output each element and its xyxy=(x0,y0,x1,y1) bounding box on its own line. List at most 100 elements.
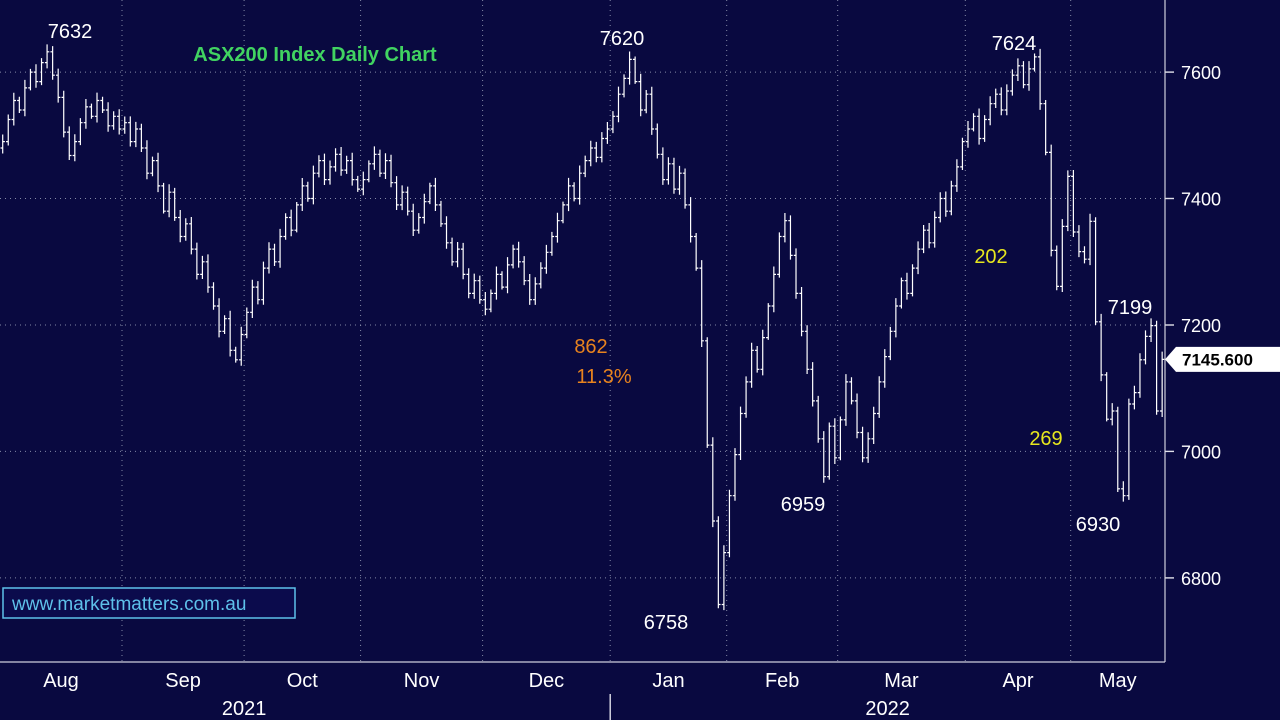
ohlc-bar xyxy=(888,326,893,361)
ohlc-bar xyxy=(372,146,377,170)
ohlc-bar xyxy=(488,289,494,313)
ohlc-bar xyxy=(1015,58,1021,81)
y-axis-label: 7400 xyxy=(1181,190,1221,210)
ohlc-bar xyxy=(28,68,33,91)
ohlc-bar xyxy=(216,298,222,338)
ohlc-bar xyxy=(660,147,666,185)
ohlc-bar xyxy=(1004,84,1010,116)
ohlc-bar xyxy=(899,277,904,309)
ohlc-bar xyxy=(860,426,865,463)
ohlc-bar xyxy=(682,168,688,209)
ohlc-bar xyxy=(499,271,505,290)
ohlc-bar xyxy=(732,448,738,501)
chart-title: ASX200 Index Daily Chart xyxy=(193,44,437,66)
ohlc-bar xyxy=(405,186,410,216)
annotation-label: 7620 xyxy=(600,28,645,50)
ohlc-bar xyxy=(788,215,793,260)
ohlc-bar xyxy=(782,213,788,243)
ohlc-bar xyxy=(178,210,183,243)
x-axis-year-label: 2021 xyxy=(222,698,267,720)
x-axis-month-label: Dec xyxy=(529,670,565,692)
annotation-label: 7199 xyxy=(1108,297,1153,319)
ohlc-bar xyxy=(89,103,94,119)
ohlc-bar xyxy=(605,122,610,144)
ohlc-bar xyxy=(571,182,577,202)
ohlc-bar xyxy=(294,202,299,233)
ohlc-bar xyxy=(100,96,105,113)
ohlc-bar xyxy=(78,118,83,146)
x-axis-month-label: Jan xyxy=(652,670,684,692)
ohlc-bar xyxy=(721,545,727,611)
ohlc-bar xyxy=(921,225,926,254)
ohlc-bar xyxy=(1154,320,1159,415)
ohlc-bar xyxy=(1093,217,1098,325)
watermark-link[interactable]: www.marketmatters.com.au xyxy=(11,594,246,615)
ohlc-bar xyxy=(838,416,843,461)
annotation-label: 202 xyxy=(974,246,1007,268)
ohlc-bar xyxy=(610,111,616,134)
ohlc-bar xyxy=(150,156,155,177)
ohlc-bar xyxy=(433,177,438,211)
ohlc-bar xyxy=(949,180,954,216)
ohlc-bar xyxy=(1060,219,1065,292)
ohlc-bar xyxy=(44,44,50,69)
ohlc-bar xyxy=(1126,398,1132,500)
ohlc-bar xyxy=(449,237,455,266)
ohlc-bar xyxy=(227,310,233,357)
ohlc-bar xyxy=(671,157,677,194)
ohlc-bar xyxy=(816,395,821,443)
ohlc-bar xyxy=(1087,213,1093,266)
ohlc-bar xyxy=(460,242,466,280)
y-axis-labels: 7600 7400 7200 7000 6800 xyxy=(1181,63,1221,589)
ohlc-bar xyxy=(61,90,66,138)
annotation-label: 6758 xyxy=(644,612,689,634)
ohlc-bar xyxy=(1026,61,1032,91)
ohlc-bar xyxy=(649,86,654,135)
ohlc-bar xyxy=(644,90,649,114)
ohlc-bar xyxy=(877,376,882,418)
ohlc-bar xyxy=(399,185,405,211)
ohlc-bar xyxy=(466,268,471,299)
ohlc-bar xyxy=(300,178,305,211)
ohlc-bar xyxy=(716,516,721,609)
ohlc-bar xyxy=(583,155,588,178)
ohlc-bar xyxy=(377,149,383,177)
ohlc-bar xyxy=(39,58,44,86)
ohlc-bar xyxy=(982,115,987,142)
ohlc-bar xyxy=(865,432,871,463)
ohlc-bar xyxy=(560,201,566,224)
ohlc-bar xyxy=(1159,351,1165,417)
ohlc-bar xyxy=(999,87,1004,116)
ohlc-bar xyxy=(166,184,172,218)
ohlc-bar xyxy=(799,287,804,337)
ohlc-bar xyxy=(1032,53,1037,72)
ohlc-bar xyxy=(594,141,599,163)
ohlc-bar xyxy=(849,377,854,405)
ohlc-bar xyxy=(455,242,460,268)
ohlc-bar xyxy=(1110,403,1115,426)
ohlc-bar xyxy=(804,325,810,374)
ohlc-bar xyxy=(17,96,22,113)
ohlc-bar xyxy=(333,148,338,172)
annotation-label: 6930 xyxy=(1076,514,1121,536)
annotation-label: 862 xyxy=(574,336,607,358)
ohlc-bar xyxy=(987,96,993,126)
ohlc-bar xyxy=(128,116,133,147)
ohlc-bar xyxy=(727,489,732,558)
ohlc-bar xyxy=(1049,144,1054,257)
ohlc-bar xyxy=(1082,246,1087,264)
ohlc-bar xyxy=(172,187,177,221)
ohlc-bar xyxy=(1104,372,1109,422)
ohlc-bar xyxy=(361,171,366,196)
y-axis-label: 7600 xyxy=(1181,63,1221,83)
ohlc-bar xyxy=(777,232,782,278)
ohlc-bar xyxy=(810,362,815,407)
ohlc-bar xyxy=(233,346,238,363)
ohlc-bar xyxy=(6,114,11,146)
ohlc-bar xyxy=(938,192,943,223)
ohlc-bar xyxy=(705,337,710,448)
watermark[interactable]: www.marketmatters.com.au xyxy=(2,587,296,619)
x-axis-month-label: Apr xyxy=(1002,670,1033,692)
ohlc-bar xyxy=(0,134,5,154)
ohlc-bar xyxy=(11,92,16,126)
